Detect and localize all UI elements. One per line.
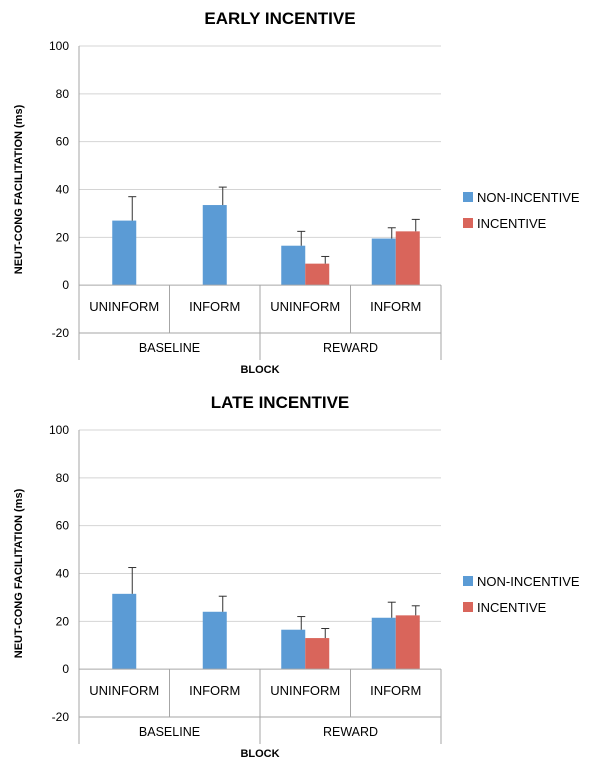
legend-label: NON-INCENTIVE [477, 574, 580, 589]
y-tick-label: 80 [56, 471, 70, 485]
late-incentive-chart: LATE INCENTIVE -20 0 20 40 60 80 100 NEUT-CONG F… [0, 384, 593, 768]
category-label: UNINFORM [89, 299, 159, 314]
bar-non-incentive-uninform [281, 629, 306, 670]
bar-non-incentive-inform [202, 611, 227, 670]
chart-svg: LATE INCENTIVE -20 0 20 40 60 80 100 NEUT-CONG F… [13, 393, 580, 760]
bar-incentive-inform [395, 231, 420, 286]
group-label: REWARD [323, 725, 378, 739]
legend-swatch-incentive [463, 218, 473, 228]
category-label: UNINFORM [270, 683, 340, 698]
group-label: BASELINE [139, 725, 200, 739]
group-label: BASELINE [139, 341, 200, 355]
category-label: INFORM [189, 299, 240, 314]
x-axis-label: BLOCK [240, 364, 279, 376]
y-tick-label: 80 [56, 87, 70, 101]
legend-swatch-non-incentive [463, 192, 473, 202]
chart-svg: EARLY INCENTIVE -20 0 20 40 60 80 100 NEUT-CONG … [13, 9, 580, 376]
y-tick-label: 40 [56, 183, 70, 197]
y-tick-label: 40 [56, 567, 70, 581]
legend-label: INCENTIVE [477, 216, 547, 231]
category-label: INFORM [189, 683, 240, 698]
y-axis-label: NEUT-CONG FACILITATION (ms) [13, 488, 25, 658]
bar-non-incentive-inform [371, 617, 396, 670]
y-tick-label: 20 [56, 614, 70, 628]
bar-non-incentive-uninform [112, 593, 137, 670]
category-label: INFORM [370, 299, 421, 314]
y-tick-label: 60 [56, 519, 70, 533]
bar-incentive-inform [395, 615, 420, 670]
y-tick-label: -20 [52, 326, 70, 340]
bar-non-incentive-inform [371, 238, 396, 286]
legend-swatch-incentive [463, 602, 473, 612]
bar-non-incentive-uninform [281, 245, 306, 286]
category-label: UNINFORM [270, 299, 340, 314]
bar-incentive-uninform [305, 638, 330, 670]
chart-title: LATE INCENTIVE [211, 393, 350, 412]
category-label: UNINFORM [89, 683, 159, 698]
y-tick-label: 100 [49, 423, 69, 437]
bar-non-incentive-uninform [112, 220, 137, 286]
early-incentive-chart: EARLY INCENTIVE -20 0 20 40 60 80 100 NEUT-CONG … [13, 9, 580, 376]
y-tick-label: -20 [52, 710, 70, 724]
bar-non-incentive-inform [202, 205, 227, 286]
legend-label: INCENTIVE [477, 600, 547, 615]
group-label: REWARD [323, 341, 378, 355]
category-label: INFORM [370, 683, 421, 698]
chart-title: EARLY INCENTIVE [204, 9, 355, 28]
legend-swatch-non-incentive [463, 576, 473, 586]
y-tick-label: 0 [62, 662, 69, 676]
y-tick-label: 100 [49, 39, 69, 53]
legend-label: NON-INCENTIVE [477, 190, 580, 205]
y-tick-label: 60 [56, 135, 70, 149]
bar-incentive-uninform [305, 263, 330, 286]
y-axis-label: NEUT-CONG FACILITATION (ms) [13, 104, 25, 274]
y-tick-label: 0 [62, 278, 69, 292]
x-axis-label: BLOCK [240, 748, 279, 760]
y-tick-label: 20 [56, 230, 70, 244]
